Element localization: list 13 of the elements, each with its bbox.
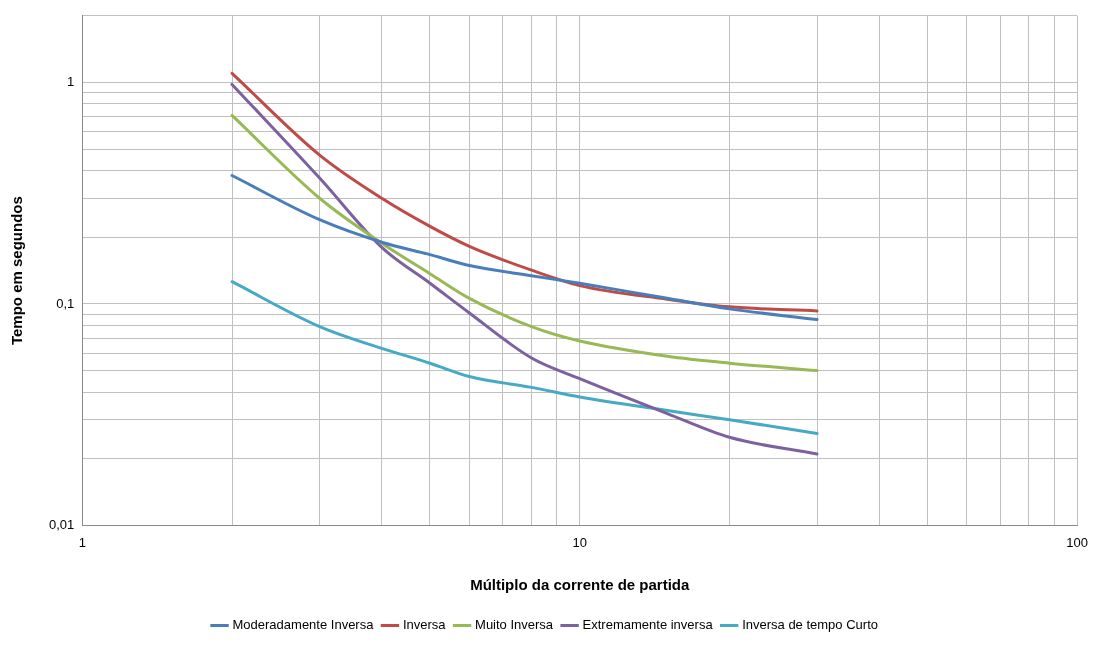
legend-label: Extremamente inversa [582,617,714,633]
y-tick-label: 1 [67,74,75,90]
y-axis-title: Tempo em segundos [8,196,26,346]
legend-label: Inversa [402,617,447,633]
legend-label: Muito Inversa [475,617,554,633]
x-axis-title: Múltiplo da corrente de partida [470,576,690,594]
y-tick-label: 0,01 [48,516,75,532]
legend-label: Moderadamente Inversa [232,617,375,633]
x-tick-label: 10 [572,534,587,550]
legend-label: Inversa de tempo Curto [742,617,878,633]
x-tick-label: 100 [1066,534,1089,550]
y-tick-label: 0,1 [56,295,75,311]
x-tick-label: 1 [78,534,86,550]
